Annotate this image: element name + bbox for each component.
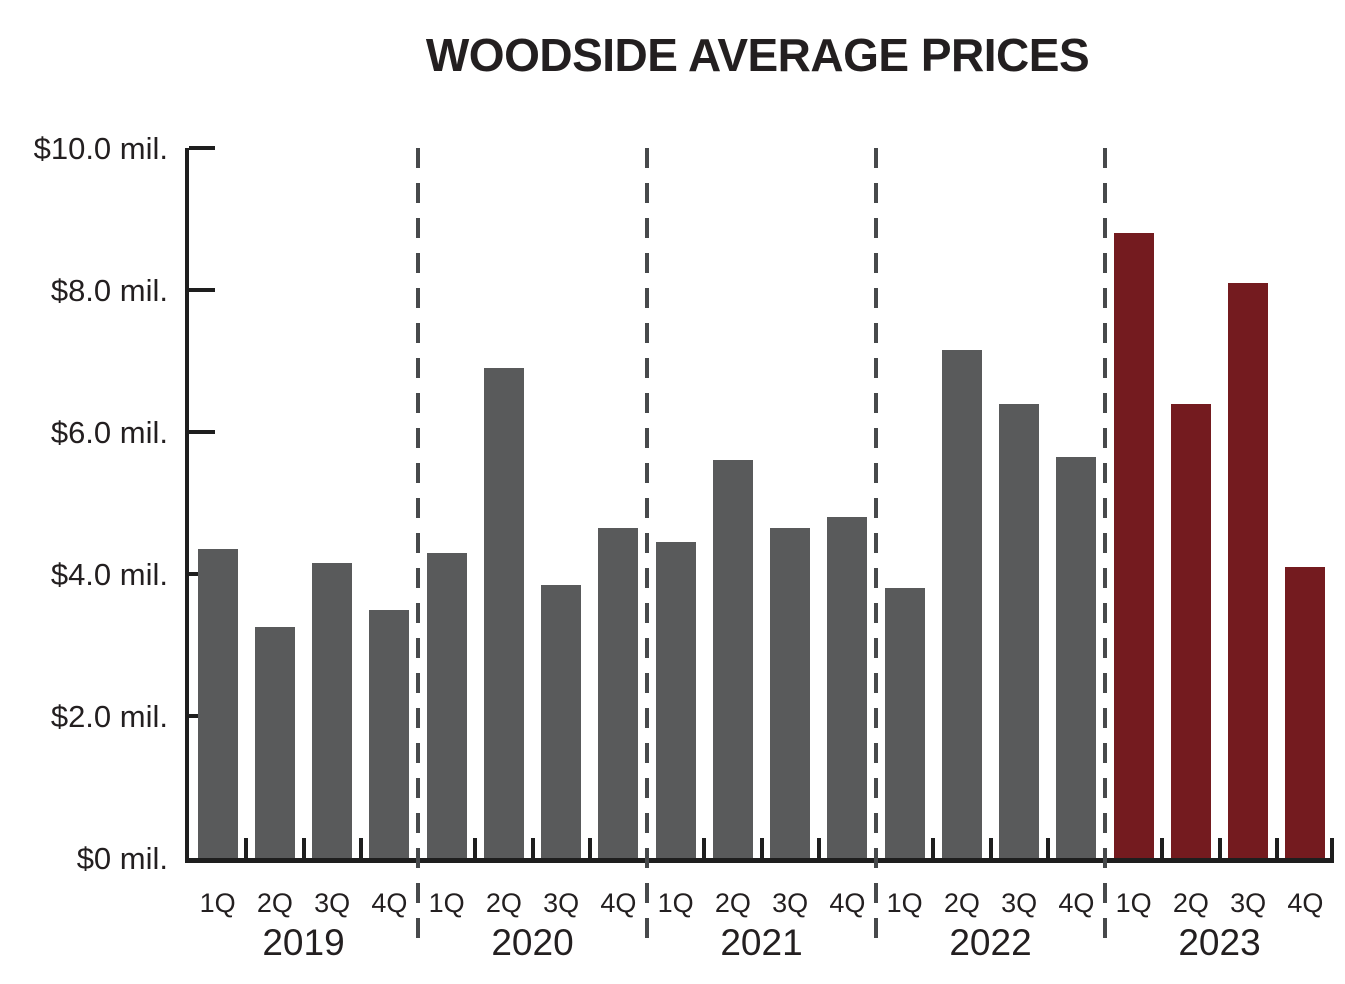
quarter-tick (587, 838, 592, 858)
bar-2020-2Q (483, 368, 524, 858)
quarter-label: 3Q (314, 888, 351, 918)
quarter-tick (1274, 838, 1279, 858)
year-separator-line (874, 148, 878, 950)
bar-2019-3Q (312, 563, 353, 858)
bar-2023-4Q (1285, 566, 1326, 858)
quarter-tick (759, 838, 764, 858)
y-axis-label: $8.0 mil. (50, 273, 168, 308)
quarter-label: 3Q (772, 888, 809, 918)
quarter-label: 3Q (1230, 888, 1267, 918)
axis-end-tick (1330, 838, 1334, 858)
y-axis-tick (189, 146, 215, 150)
quarter-label: 2Q (485, 888, 522, 918)
quarter-label: 4Q (829, 888, 866, 918)
chart-title: WOODSIDE AVERAGE PRICES (425, 29, 1090, 81)
quarter-label: 4Q (600, 888, 637, 918)
quarter-label: 4Q (1058, 888, 1095, 918)
bar-2020-4Q (598, 527, 639, 858)
y-axis-label: $2.0 mil. (50, 699, 168, 734)
quarter-tick (530, 838, 535, 858)
quarter-label: 2Q (1172, 888, 1209, 918)
quarter-label: 4Q (371, 888, 408, 918)
plot-area: 1Q 2Q 3Q 4Q 2019 1Q 2Q 3Q 4Q 2020 1Q 2Q 3Q 4Q 2021 1Q 2Q… (185, 146, 1334, 961)
quarter-label: 3Q (543, 888, 580, 918)
bar-2019-2Q (254, 627, 295, 858)
quarter-tick (1217, 838, 1222, 858)
bar-2023-3Q (1228, 282, 1269, 858)
year-label-2020: 2020 (491, 922, 574, 963)
y-axis-tick (189, 288, 215, 292)
year-separator-line (416, 148, 420, 950)
bar-2021-2Q (712, 460, 753, 858)
year-label-2019: 2019 (262, 922, 345, 963)
quarter-label: 1Q (886, 888, 923, 918)
quarter-tick (988, 838, 993, 858)
bar-2023-1Q (1113, 233, 1154, 858)
bar-2019-1Q (197, 549, 238, 858)
bar-2022-4Q (1056, 456, 1097, 858)
year-separator-line (1103, 148, 1107, 950)
bar-2023-2Q (1170, 403, 1211, 858)
quarter-tick (244, 838, 249, 858)
quarter-label: 2Q (714, 888, 751, 918)
bar-2022-3Q (999, 403, 1040, 858)
bar-2021-4Q (827, 517, 868, 858)
quarter-tick (816, 838, 821, 858)
y-axis-label: $6.0 mil. (50, 415, 168, 450)
y-axis-label: $10.0 mil. (33, 131, 168, 166)
quarter-tick (473, 838, 478, 858)
bar-2020-3Q (541, 584, 582, 858)
quarter-tick (1045, 838, 1050, 858)
bar-2022-2Q (941, 350, 982, 858)
quarter-tick (301, 838, 306, 858)
y-axis-label: $0 mil. (76, 841, 168, 876)
quarter-label: 2Q (943, 888, 980, 918)
year-label-2021: 2021 (720, 922, 803, 963)
quarter-label: 1Q (199, 888, 236, 918)
y-axis-label: $4.0 mil. (50, 557, 168, 592)
bar-2021-3Q (770, 527, 811, 858)
year-label-2022: 2022 (949, 922, 1032, 963)
quarter-label: 1Q (1115, 888, 1152, 918)
quarter-label: 2Q (256, 888, 293, 918)
quarter-tick (1160, 838, 1165, 858)
quarter-label: 1Q (428, 888, 465, 918)
quarter-tick (931, 838, 936, 858)
y-axis-tick (189, 430, 215, 434)
quarter-label: 4Q (1287, 888, 1324, 918)
bar-2021-1Q (655, 542, 696, 858)
year-label-2023: 2023 (1178, 922, 1261, 963)
quarter-label: 3Q (1001, 888, 1038, 918)
quarter-tick (358, 838, 363, 858)
bar-2019-4Q (369, 609, 410, 858)
bar-2020-1Q (426, 552, 467, 858)
year-separator-line (645, 148, 649, 950)
quarter-label: 1Q (657, 888, 694, 918)
bar-2022-1Q (884, 588, 925, 858)
quarter-tick (702, 838, 707, 858)
